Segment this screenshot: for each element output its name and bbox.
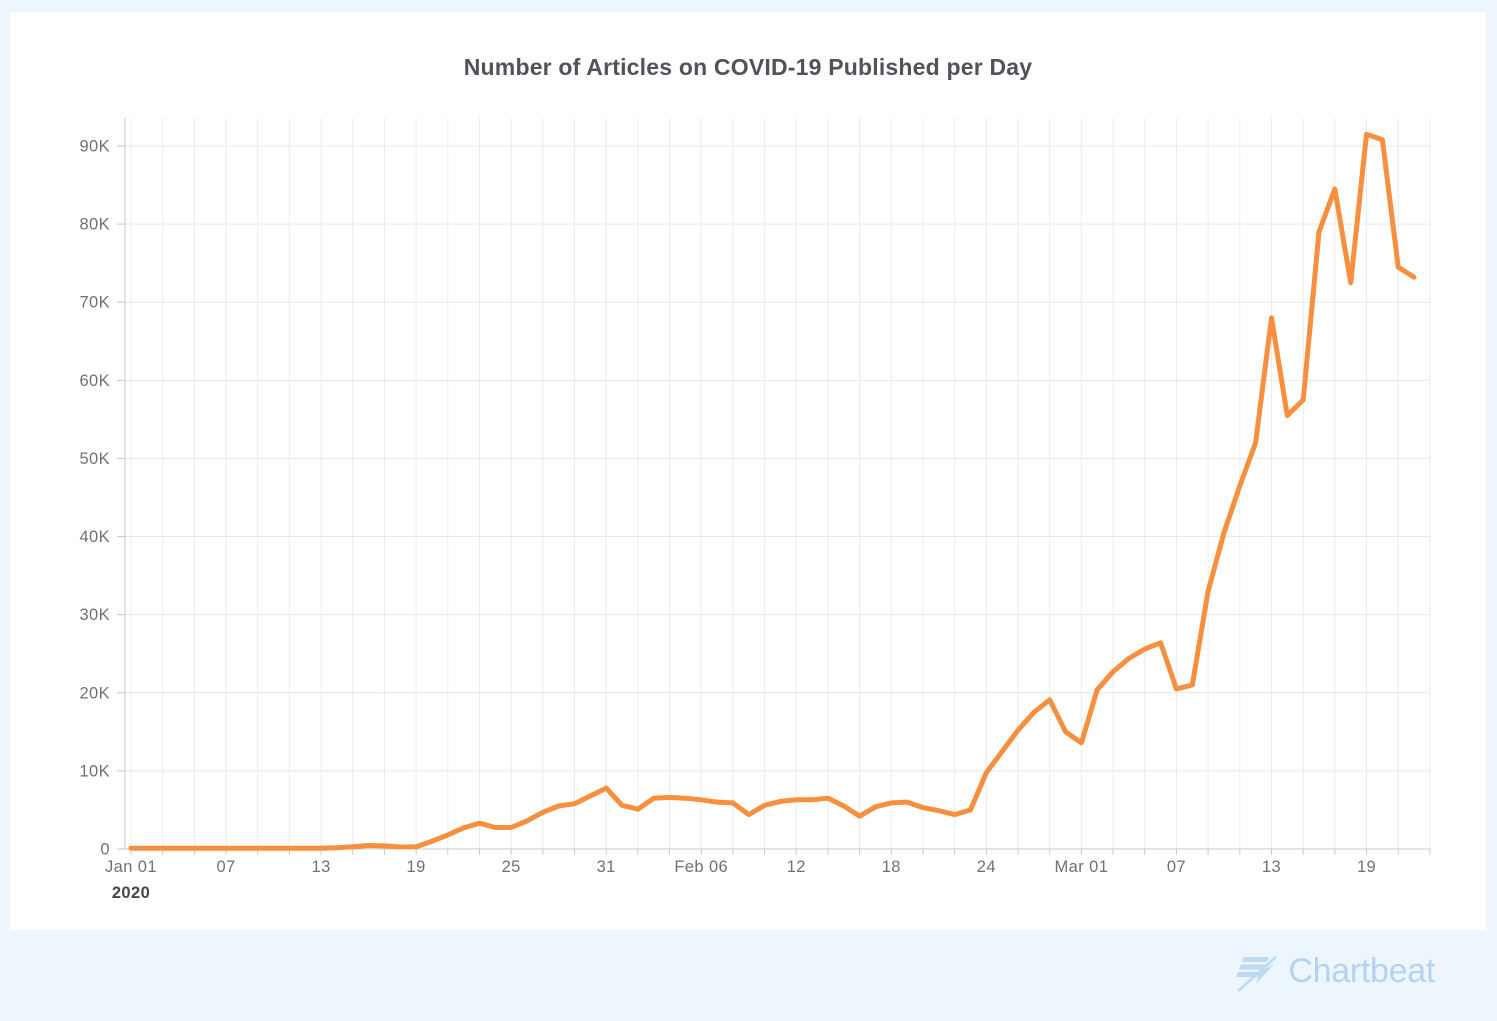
x-axis-year-label: 2020	[112, 884, 150, 902]
x-tick-label: 25	[502, 858, 521, 876]
y-tick-label: 20K	[79, 684, 110, 702]
x-tick-labels: Jan 01 07 13 19 25 31 Feb 06 12 18 24 Mar 01 07 13 19	[105, 858, 1376, 876]
y-tick-label: 80K	[79, 216, 110, 234]
x-tick-label: Jan 01	[105, 858, 157, 876]
y-tick-label: 60K	[79, 372, 110, 390]
y-tick-label: 50K	[79, 450, 110, 468]
y-tick-label: 70K	[79, 294, 110, 312]
x-tick-label: 31	[597, 858, 616, 876]
chartbeat-logo: Chartbeat	[1229, 948, 1435, 994]
y-tick-label: 0	[100, 841, 110, 859]
x-tick-label: 24	[977, 858, 996, 876]
horizontal-gridlines	[125, 145, 1430, 772]
chart-title: Number of Articles on COVID-19 Published…	[463, 54, 1033, 80]
y-tick-label: 90K	[79, 138, 110, 156]
y-tick-label: 10K	[79, 762, 110, 780]
x-tick-label: 07	[1167, 858, 1186, 876]
x-tick-label: 13	[1262, 858, 1281, 876]
x-tick-label: 12	[787, 858, 806, 876]
series-line	[128, 131, 1417, 851]
y-tick-labels: 0 10K 20K 30K 40K 50K 60K 70K 80K 90K	[79, 138, 110, 859]
y-tick-label: 40K	[79, 528, 110, 546]
x-tick-label: 13	[312, 858, 331, 876]
x-tick-label: Mar 01	[1055, 858, 1109, 876]
x-tick-label: 19	[407, 858, 426, 876]
y-tick-label: 30K	[79, 606, 110, 624]
chartbeat-logo-text: Chartbeat	[1288, 952, 1435, 990]
x-tick-label: 07	[216, 858, 235, 876]
chartbeat-logo-icon	[1236, 956, 1278, 992]
x-tick-label: 18	[882, 858, 901, 876]
x-tick-label: 19	[1357, 858, 1376, 876]
x-tick-label: Feb 06	[674, 858, 728, 876]
vertical-gridlines	[130, 118, 1431, 849]
